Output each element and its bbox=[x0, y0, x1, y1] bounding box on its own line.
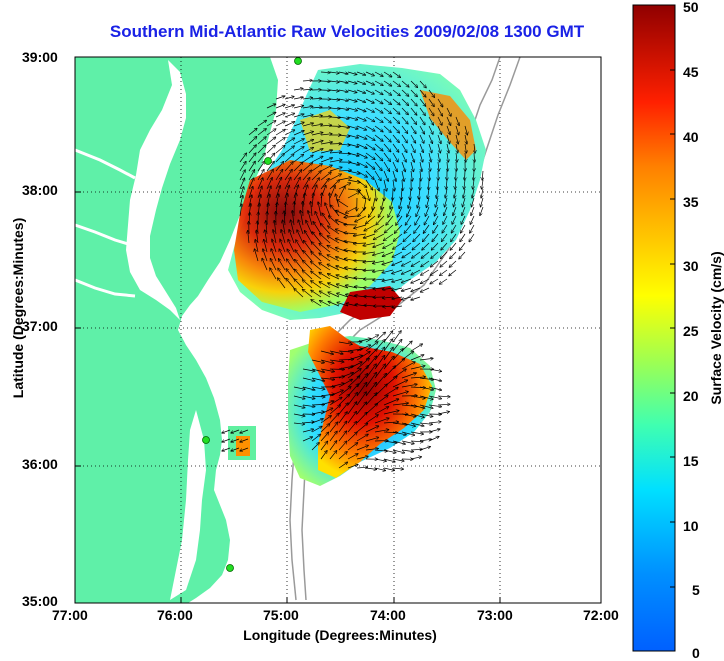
velocity-vector bbox=[330, 369, 344, 370]
station-marker bbox=[295, 58, 302, 65]
velocity-vector bbox=[321, 81, 330, 82]
velocity-vector bbox=[354, 261, 366, 262]
colorbar bbox=[633, 5, 675, 651]
velocity-vector bbox=[429, 180, 430, 190]
velocity-vector bbox=[330, 193, 331, 207]
velocity-vector bbox=[364, 297, 375, 298]
velocity-vector bbox=[429, 171, 430, 180]
station-marker bbox=[227, 565, 234, 572]
station-marker bbox=[265, 158, 272, 165]
velocity-vector bbox=[465, 171, 466, 180]
velocity-vector bbox=[363, 270, 375, 271]
station-marker bbox=[203, 437, 210, 444]
